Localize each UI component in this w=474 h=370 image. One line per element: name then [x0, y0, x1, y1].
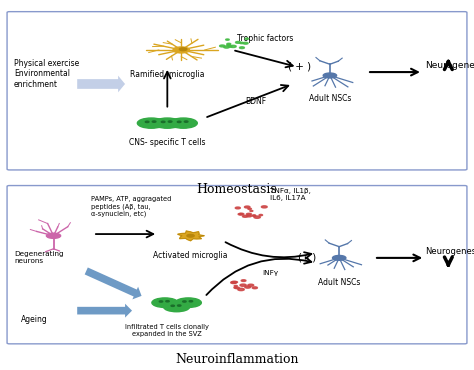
- Circle shape: [152, 121, 156, 122]
- Circle shape: [239, 47, 245, 48]
- Circle shape: [236, 41, 240, 43]
- Circle shape: [235, 207, 240, 209]
- FancyBboxPatch shape: [7, 12, 467, 170]
- Circle shape: [234, 282, 237, 283]
- Circle shape: [248, 208, 251, 209]
- Circle shape: [182, 301, 186, 302]
- Text: ( + ): ( + ): [288, 61, 311, 71]
- Circle shape: [243, 215, 248, 217]
- Circle shape: [189, 301, 192, 302]
- Circle shape: [46, 233, 61, 238]
- Text: Infiltrated T cells clonally
expanded in the SVZ: Infiltrated T cells clonally expanded in…: [126, 324, 209, 337]
- Circle shape: [169, 118, 197, 128]
- Circle shape: [137, 118, 165, 128]
- Text: ( - ): ( - ): [298, 253, 316, 263]
- Circle shape: [152, 298, 178, 307]
- Circle shape: [224, 46, 229, 48]
- Circle shape: [164, 302, 190, 312]
- Circle shape: [254, 216, 260, 218]
- Circle shape: [166, 301, 169, 302]
- Polygon shape: [178, 231, 204, 241]
- Text: Homeostasis: Homeostasis: [197, 183, 277, 196]
- Circle shape: [238, 288, 244, 290]
- Circle shape: [234, 287, 237, 288]
- Circle shape: [231, 282, 236, 283]
- Circle shape: [161, 121, 165, 122]
- Circle shape: [238, 213, 242, 215]
- Circle shape: [250, 211, 253, 212]
- Circle shape: [184, 121, 188, 122]
- Circle shape: [187, 235, 194, 237]
- Circle shape: [240, 42, 244, 44]
- Circle shape: [247, 215, 252, 217]
- Text: TNFα, IL1β,
IL6, IL17A: TNFα, IL1β, IL6, IL17A: [270, 188, 310, 201]
- Circle shape: [239, 213, 244, 215]
- Text: INFγ: INFγ: [263, 270, 279, 276]
- FancyBboxPatch shape: [7, 186, 467, 344]
- Circle shape: [232, 281, 237, 283]
- Circle shape: [227, 44, 230, 46]
- Circle shape: [252, 287, 257, 289]
- Circle shape: [252, 215, 255, 216]
- Circle shape: [178, 305, 181, 306]
- Circle shape: [154, 118, 181, 128]
- Circle shape: [227, 43, 231, 45]
- Text: Adult NSCs: Adult NSCs: [318, 278, 360, 287]
- Text: Physical exercise
Environmental
enrichment: Physical exercise Environmental enrichme…: [14, 59, 79, 89]
- Text: BDNF: BDNF: [245, 97, 266, 105]
- Circle shape: [175, 298, 201, 307]
- Circle shape: [219, 45, 225, 47]
- Circle shape: [146, 121, 149, 122]
- Text: CNS- specific T cells: CNS- specific T cells: [129, 138, 206, 148]
- Text: Degenerating
neurons: Degenerating neurons: [14, 251, 64, 265]
- Circle shape: [245, 206, 250, 208]
- Circle shape: [241, 280, 246, 282]
- Circle shape: [245, 286, 251, 288]
- Circle shape: [246, 213, 251, 215]
- Text: Neuroinflammation: Neuroinflammation: [175, 353, 299, 366]
- Text: Ageing: Ageing: [21, 314, 48, 324]
- Circle shape: [234, 285, 237, 286]
- Circle shape: [179, 48, 187, 51]
- Circle shape: [159, 301, 163, 302]
- Circle shape: [245, 38, 248, 39]
- Text: Neurogenesis: Neurogenesis: [425, 61, 474, 70]
- Circle shape: [177, 121, 181, 122]
- Text: Adult NSCs: Adult NSCs: [309, 94, 351, 103]
- Circle shape: [168, 121, 172, 122]
- Circle shape: [248, 284, 254, 286]
- Circle shape: [228, 46, 232, 47]
- Circle shape: [259, 215, 263, 216]
- Circle shape: [243, 42, 248, 44]
- Circle shape: [226, 39, 229, 40]
- Circle shape: [230, 45, 236, 47]
- Circle shape: [323, 73, 337, 78]
- Text: Ramified  microglia: Ramified microglia: [130, 70, 205, 80]
- Circle shape: [235, 287, 239, 289]
- Circle shape: [253, 215, 255, 216]
- Circle shape: [173, 47, 190, 53]
- Text: Neurogenesis: Neurogenesis: [425, 246, 474, 256]
- Circle shape: [240, 284, 246, 286]
- Circle shape: [332, 255, 346, 260]
- Text: PAMPs, ATP, aggragated
peptides (Aβ, tau,
α-synuclein, etc): PAMPs, ATP, aggragated peptides (Aβ, tau…: [91, 196, 171, 217]
- Text: Trophic factors: Trophic factors: [237, 34, 293, 43]
- Circle shape: [171, 305, 174, 306]
- Text: Activated microglia: Activated microglia: [153, 251, 228, 260]
- Circle shape: [261, 206, 267, 208]
